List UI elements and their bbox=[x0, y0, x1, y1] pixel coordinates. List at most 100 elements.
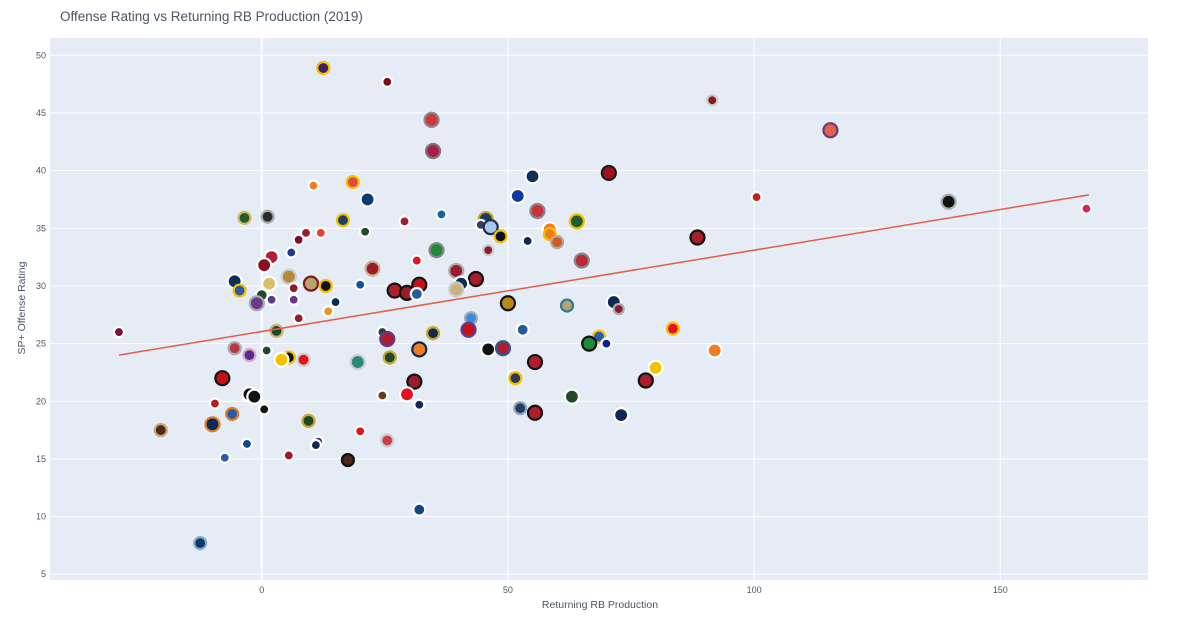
data-point bbox=[307, 179, 320, 192]
data-point bbox=[204, 416, 221, 433]
y-tick-label: 50 bbox=[36, 50, 46, 60]
data-point bbox=[568, 213, 585, 230]
y-tick-label: 40 bbox=[36, 166, 46, 176]
data-point bbox=[559, 298, 575, 313]
data-point bbox=[292, 312, 305, 325]
y-tick-label: 35 bbox=[36, 223, 46, 233]
y-tick-label: 10 bbox=[36, 512, 46, 522]
data-point bbox=[260, 209, 275, 224]
y-tick-label: 25 bbox=[36, 339, 46, 349]
data-point bbox=[193, 535, 208, 551]
data-point bbox=[380, 433, 395, 448]
data-point bbox=[269, 323, 284, 339]
data-point bbox=[410, 254, 423, 267]
data-point bbox=[345, 175, 360, 190]
data-point bbox=[526, 353, 544, 371]
data-point bbox=[482, 219, 499, 236]
data-point bbox=[493, 229, 508, 244]
data-point bbox=[258, 403, 271, 416]
x-tick-label: 150 bbox=[993, 585, 1008, 595]
data-point bbox=[285, 246, 298, 259]
plot-area bbox=[50, 38, 1148, 580]
data-point bbox=[301, 413, 316, 428]
data-point bbox=[435, 208, 448, 221]
data-point bbox=[314, 226, 327, 239]
data-point bbox=[563, 388, 581, 405]
data-point bbox=[423, 111, 440, 128]
data-point bbox=[508, 371, 523, 386]
data-point bbox=[526, 404, 544, 421]
data-point bbox=[256, 257, 273, 274]
chart-title: Offense Rating vs Returning RB Productio… bbox=[60, 9, 363, 24]
data-point bbox=[581, 335, 598, 352]
data-point bbox=[411, 341, 428, 358]
data-point bbox=[521, 234, 534, 248]
data-point bbox=[237, 210, 252, 225]
y-tick-label: 30 bbox=[36, 281, 46, 291]
data-point bbox=[282, 449, 295, 462]
data-point bbox=[613, 406, 630, 424]
data-point bbox=[208, 397, 222, 410]
data-point bbox=[280, 268, 297, 285]
data-point bbox=[665, 321, 680, 336]
data-point bbox=[425, 326, 441, 341]
data-point bbox=[379, 330, 396, 348]
data-point bbox=[460, 321, 477, 338]
data-point bbox=[467, 270, 485, 288]
data-point bbox=[513, 401, 528, 416]
data-point bbox=[112, 325, 126, 339]
data-point bbox=[529, 202, 546, 220]
data-point bbox=[412, 502, 427, 517]
data-point bbox=[398, 215, 411, 228]
data-point bbox=[359, 191, 376, 208]
data-point bbox=[482, 244, 495, 257]
data-point bbox=[322, 305, 335, 318]
data-point bbox=[225, 406, 240, 422]
data-point bbox=[240, 437, 254, 451]
data-point bbox=[637, 372, 654, 389]
y-tick-labels: 5 10 15 20 25 30 35 40 45 50 bbox=[36, 50, 46, 579]
data-points bbox=[112, 60, 1093, 551]
data-point bbox=[1080, 202, 1093, 215]
data-point bbox=[329, 295, 342, 309]
data-point bbox=[689, 229, 706, 246]
data-point bbox=[398, 386, 416, 403]
data-point bbox=[296, 352, 311, 367]
data-point bbox=[242, 348, 257, 363]
data-point bbox=[600, 164, 617, 182]
data-point bbox=[287, 282, 300, 295]
data-point bbox=[706, 342, 723, 359]
data-point bbox=[316, 60, 331, 76]
data-point bbox=[248, 295, 265, 312]
data-point bbox=[349, 353, 366, 371]
data-point bbox=[335, 213, 351, 228]
data-point bbox=[494, 340, 512, 357]
x-tick-label: 50 bbox=[503, 585, 513, 595]
data-point bbox=[509, 187, 526, 205]
data-point bbox=[409, 286, 424, 302]
x-gridlines bbox=[260, 38, 1001, 580]
data-point bbox=[246, 388, 263, 405]
x-tick-label: 100 bbox=[747, 585, 762, 595]
data-point bbox=[448, 281, 465, 298]
data-point bbox=[302, 275, 320, 292]
data-point bbox=[376, 389, 389, 402]
data-point bbox=[424, 142, 442, 160]
data-point bbox=[573, 252, 590, 269]
y-tick-label: 5 bbox=[41, 569, 46, 579]
x-tick-labels: 0 50 100 150 bbox=[259, 585, 1008, 595]
data-point bbox=[287, 293, 300, 306]
data-point bbox=[706, 94, 719, 107]
y-tick-label: 45 bbox=[36, 108, 46, 118]
x-axis-title: Returning RB Production bbox=[542, 599, 658, 611]
data-point bbox=[428, 242, 445, 259]
data-point bbox=[359, 225, 372, 238]
y-axis-title: SP+ Offense Rating bbox=[16, 261, 28, 354]
data-point bbox=[524, 168, 541, 185]
data-point bbox=[600, 337, 613, 350]
data-point bbox=[406, 373, 423, 390]
data-point bbox=[214, 370, 231, 387]
data-point bbox=[822, 122, 839, 139]
data-point bbox=[364, 260, 381, 277]
